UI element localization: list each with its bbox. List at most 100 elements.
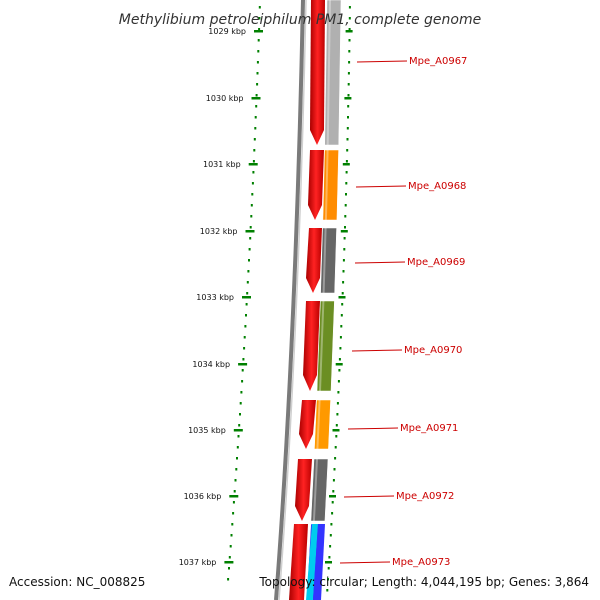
scale-dot (343, 248, 346, 251)
scale-tick-mark (245, 230, 255, 233)
scale-dot (334, 457, 337, 460)
scale-dot (331, 501, 334, 504)
scale-dot (241, 380, 244, 383)
scale-dot (345, 193, 347, 196)
gene-feature[interactable] (316, 300, 335, 392)
gene-feature-shine (322, 227, 327, 294)
gene-callout-line (339, 561, 391, 564)
scale-dot (244, 325, 247, 328)
scale-dot (245, 314, 247, 317)
cds-forward-track (289, 0, 325, 600)
scale-tick-label: 1032 kbp (200, 227, 238, 236)
scale-dot (227, 578, 230, 581)
scale-dot (242, 358, 245, 361)
inner-tick-mark (329, 495, 336, 498)
scale-dot (335, 435, 338, 438)
scale-dot (344, 215, 347, 218)
scale-dot (334, 446, 337, 449)
scale-dot (253, 149, 256, 152)
scale-dot (335, 424, 338, 427)
gene-feature-shine (326, 0, 331, 146)
scale-dot (248, 248, 251, 251)
gene-feature[interactable] (324, 0, 342, 146)
scale-dot (346, 149, 349, 152)
scale-dot (229, 545, 232, 548)
gene-label[interactable]: Mpe_A0968 (408, 181, 466, 192)
scale-dot (329, 534, 332, 537)
scale-dot (230, 534, 233, 537)
scale-dot (237, 435, 240, 438)
scale-dot (347, 83, 350, 86)
scale-dot (331, 512, 334, 515)
scale-dot (347, 94, 350, 97)
cds-feature[interactable] (308, 150, 324, 220)
scale-dot (256, 61, 259, 64)
gene-feature-track (306, 0, 342, 600)
scale-dot (332, 490, 335, 493)
gene-feature[interactable] (310, 458, 329, 522)
scale-dot (342, 281, 345, 284)
cds-feature[interactable] (289, 524, 308, 600)
gene-feature-shine (316, 399, 321, 450)
scale-dot (327, 567, 330, 570)
scale-dot (347, 72, 350, 75)
gene-feature[interactable] (314, 399, 331, 450)
scale-dot (336, 402, 339, 405)
gene-label[interactable]: Mpe_A0969 (407, 257, 465, 268)
inner-tick-mark (345, 30, 353, 33)
gene-label[interactable]: Mpe_A0973 (392, 557, 450, 568)
scale-tick-mark (242, 296, 251, 299)
gene-feature[interactable] (320, 227, 337, 294)
scale-dot (252, 171, 255, 174)
cds-feature[interactable] (306, 228, 322, 293)
scale-dot (344, 226, 346, 229)
scale-dot (257, 50, 260, 53)
cds-feature[interactable] (310, 0, 325, 145)
scale-dot (232, 512, 235, 515)
scale-dot (243, 347, 246, 350)
gene-label[interactable]: Mpe_A0971 (400, 423, 458, 434)
gene-callout-line (351, 349, 403, 352)
scale-tick-mark (254, 30, 263, 33)
backbone-ring (274, 0, 305, 600)
scale-dot (348, 17, 351, 20)
gene-feature[interactable] (322, 149, 339, 221)
scale-dot (249, 226, 252, 229)
gene-feature-shine (312, 458, 318, 522)
scale-tick-label: 1031 kbp (203, 160, 241, 169)
scale-tick-mark (248, 163, 258, 166)
scale-dot (246, 281, 249, 284)
scale-dot (254, 116, 257, 119)
cds-feature[interactable] (295, 459, 312, 521)
cds-feature[interactable] (303, 301, 320, 391)
scale-dot (336, 413, 339, 416)
scale-dot (330, 523, 333, 526)
inner-tick-mark (335, 363, 343, 366)
scale-dot (241, 369, 244, 372)
scale-dot (348, 28, 351, 31)
scale-dot (343, 237, 346, 240)
inner-tick-mark (344, 97, 352, 100)
genome-summary: Topology: circular; Length: 4,044,195 bp… (258, 575, 589, 589)
scale-dot (251, 182, 254, 185)
gene-label[interactable]: Mpe_A0972 (396, 491, 454, 502)
scale-dot (347, 105, 350, 108)
scale-dot (256, 83, 259, 86)
scale-dot (339, 336, 342, 339)
scale-dot (243, 336, 246, 339)
scale-dot (258, 28, 261, 31)
cds-feature[interactable] (299, 400, 316, 449)
map-title: Methylibium petroleiphilum PM1, complete… (119, 12, 481, 28)
accession-label: Accession: NC_008825 (9, 575, 145, 589)
scale-dot (348, 61, 351, 64)
scale-tick-label: 1035 kbp (188, 426, 226, 435)
scale-dot (245, 303, 248, 306)
backbone-highlight (278, 0, 307, 600)
scale-dot (248, 259, 250, 262)
gene-label[interactable]: Mpe_A0970 (404, 345, 462, 356)
scale-dot (255, 105, 258, 108)
gene-label[interactable]: Mpe_A0967 (409, 56, 467, 67)
gene-feature-shine (324, 149, 329, 221)
scale-dot (348, 6, 351, 9)
